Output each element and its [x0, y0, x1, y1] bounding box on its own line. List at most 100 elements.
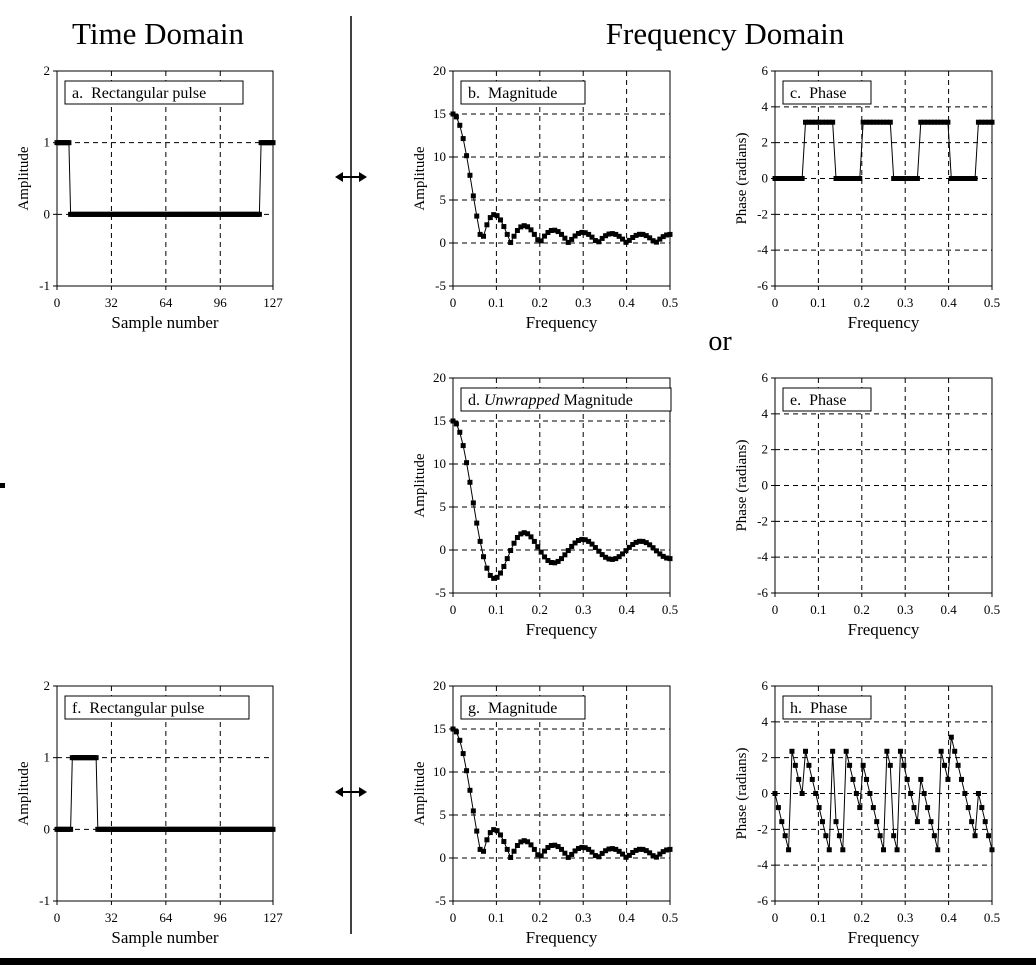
- x-tick-label: 32: [105, 295, 118, 310]
- data-point: [555, 558, 561, 564]
- data-point: [945, 119, 951, 125]
- data-point: [501, 563, 507, 569]
- data-point: [897, 748, 903, 754]
- y-tick-label: -4: [757, 549, 768, 564]
- data-point: [847, 176, 853, 181]
- x-tick-label: 127: [263, 295, 283, 310]
- data-point: [484, 837, 490, 843]
- data-point: [938, 119, 944, 125]
- panel-title-box: [64, 695, 250, 720]
- data-point: [535, 544, 541, 550]
- frequency-domain-heading: Frequency Domain: [606, 16, 845, 51]
- y-tick-label: -6: [757, 585, 768, 600]
- y-tick-label: 20: [433, 370, 446, 385]
- y-tick-label: 10: [433, 764, 446, 779]
- data-point: [897, 176, 903, 181]
- y-axis-label: Amplitude: [412, 146, 428, 211]
- data-point: [775, 805, 781, 811]
- data-point: [609, 231, 615, 237]
- data-point: [630, 542, 636, 548]
- data-point: [948, 734, 954, 740]
- data-point: [518, 224, 524, 230]
- data-point: [0, 483, 5, 488]
- data-point: [636, 231, 642, 237]
- x-tick-label: 0.2: [854, 602, 870, 617]
- data-point: [626, 237, 632, 243]
- data-point: [464, 768, 470, 774]
- x-axis-label: Frequency: [848, 313, 920, 332]
- data-point: [494, 574, 500, 580]
- panel-title: a. Rectangular pulse: [72, 85, 206, 102]
- data-point: [792, 176, 798, 181]
- data-point: [572, 540, 578, 546]
- y-tick-label: 10: [433, 456, 446, 471]
- data-point: [775, 176, 781, 181]
- data-point: [796, 176, 802, 181]
- y-tick-label: 4: [762, 714, 769, 729]
- x-tick-label: 64: [159, 295, 173, 310]
- x-axis-label: Frequency: [526, 313, 598, 332]
- data-point: [626, 852, 632, 858]
- data-point: [589, 234, 595, 240]
- data-point: [911, 805, 917, 811]
- x-tick-label: 0: [450, 910, 457, 925]
- x-tick-label: 0.5: [984, 602, 1000, 617]
- data-point: [803, 748, 809, 754]
- x-tick-label: 0.4: [618, 910, 635, 925]
- data-point: [806, 119, 812, 125]
- data-point: [470, 500, 476, 506]
- data-point: [514, 535, 520, 541]
- data-point: [847, 762, 853, 768]
- data-point: [545, 845, 551, 851]
- data-point: [579, 844, 585, 850]
- data-point: [582, 845, 588, 851]
- panel-title: c. Phase: [790, 85, 846, 102]
- data-point: [542, 233, 548, 239]
- data-point: [782, 176, 788, 181]
- data-point: [894, 176, 900, 181]
- data-point: [474, 828, 480, 834]
- x-tick-label: 0.4: [618, 295, 635, 310]
- data-point: [813, 119, 819, 125]
- panel-title-box: [64, 80, 244, 105]
- x-tick-label: 0.1: [488, 910, 504, 925]
- data-point: [538, 549, 544, 555]
- data-point: [514, 228, 520, 234]
- panel-title: b. Magnitude: [468, 85, 557, 102]
- plot-frame: [452, 70, 671, 287]
- data-point: [491, 575, 497, 581]
- data-point: [586, 231, 592, 237]
- data-point: [647, 850, 653, 856]
- data-point: [603, 554, 609, 560]
- data-point: [508, 239, 514, 245]
- y-tick-label: 0: [440, 235, 447, 250]
- data-point: [93, 755, 99, 761]
- y-tick-label: -5: [435, 278, 446, 293]
- y-tick-label: 1: [44, 750, 51, 765]
- data-point: [616, 554, 622, 560]
- y-tick-label: -2: [757, 513, 768, 528]
- data-point: [548, 227, 554, 233]
- data-point: [640, 231, 646, 237]
- data-point: [508, 854, 514, 860]
- data-point: [586, 846, 592, 852]
- y-tick-label: 1: [44, 135, 51, 150]
- data-point: [636, 538, 642, 544]
- data-point: [650, 238, 656, 244]
- x-axis-label: Sample number: [111, 313, 219, 332]
- data-point: [643, 233, 649, 239]
- data-point: [918, 776, 924, 782]
- x-tick-label: 0.4: [940, 910, 957, 925]
- x-tick-label: 0: [772, 602, 779, 617]
- x-tick-label: 0.1: [810, 295, 826, 310]
- panel-title-emphasis: Unwrapped: [484, 392, 561, 409]
- data-point: [914, 819, 920, 825]
- data-point: [538, 238, 544, 244]
- x-tick-label: 0.5: [984, 910, 1000, 925]
- data-point: [616, 233, 622, 239]
- data-point: [860, 119, 866, 125]
- data-point: [599, 850, 605, 856]
- y-tick-label: -1: [39, 893, 50, 908]
- y-axis-label: Amplitude: [16, 761, 32, 826]
- panel-title: f. Rectangular pulse: [72, 700, 204, 717]
